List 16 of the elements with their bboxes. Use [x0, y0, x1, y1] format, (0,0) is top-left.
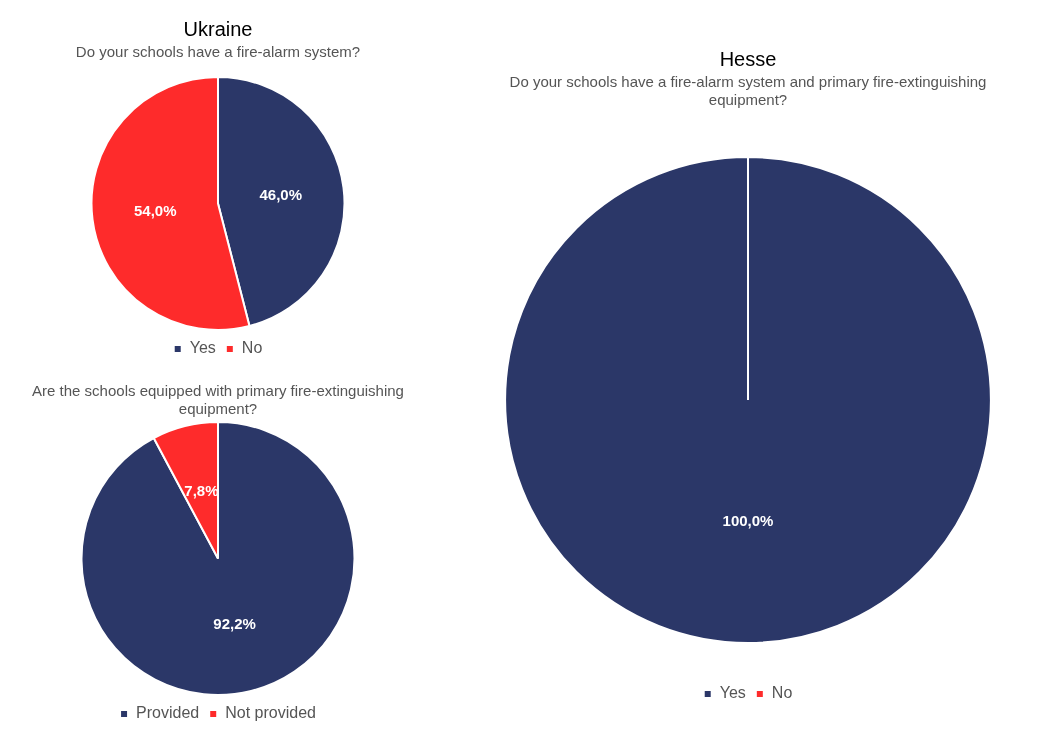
data-label: 100,0% [722, 511, 774, 529]
chart-subtitle: Do your schools have a fire-alarm system and primary fire-extinguishing equipment? [509, 73, 987, 109]
chart-subtitle: Do your schools have a fire-alarm system? [75, 43, 361, 61]
legend-label: Yes [189, 339, 216, 357]
legend-label: No [241, 339, 263, 357]
chart-title: Hesse [719, 47, 777, 70]
chart-title: Are the schools equipped with primary fire-extinguishing equipment? [32, 382, 404, 418]
legend-label: Provided [136, 704, 200, 722]
data-label: 7,8% [184, 482, 219, 500]
legend-label: No [771, 684, 793, 702]
data-label: 46,0% [259, 185, 303, 203]
data-label: 92,2% [213, 614, 256, 632]
chart-title: Ukraine [183, 17, 253, 40]
legend-label: Not provided [225, 704, 316, 722]
data-label: 54,0% [133, 201, 177, 219]
legend-label: Yes [719, 684, 746, 702]
